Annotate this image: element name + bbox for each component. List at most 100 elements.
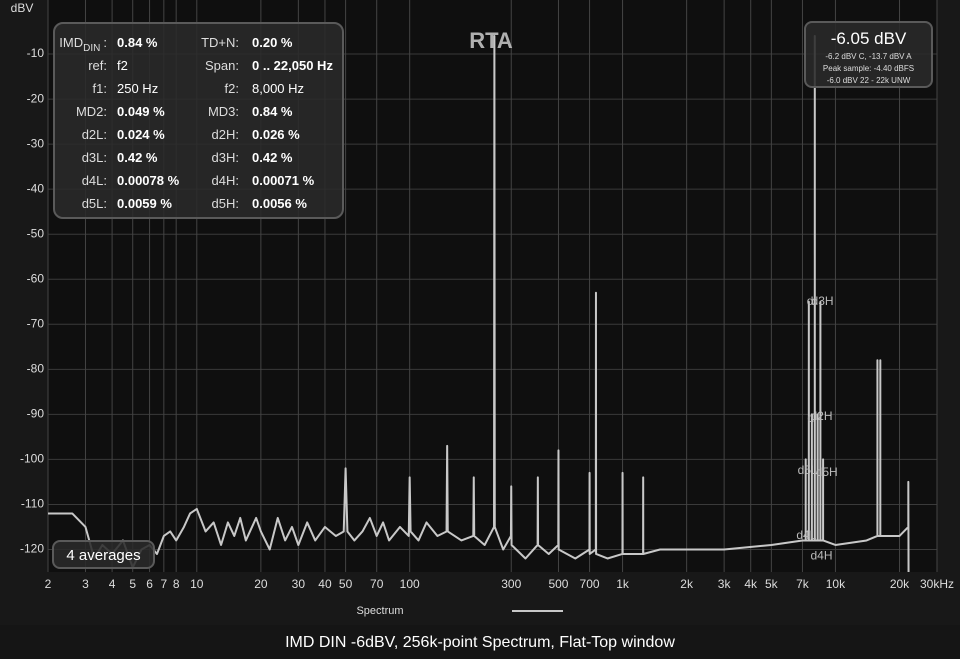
stats-label: f1:	[92, 81, 107, 96]
readout-line: -6.2 dBV C, -13.7 dBV A	[825, 52, 912, 61]
stats-label: Span:	[205, 58, 239, 73]
x-tick-label: 10k	[826, 577, 846, 591]
stats-value: 0.00071 %	[252, 173, 315, 188]
panel-title: RTA	[469, 28, 513, 53]
stats-value: 0.42 %	[117, 150, 158, 165]
y-tick-label: -110	[21, 497, 44, 511]
x-tick-label: 700	[580, 577, 600, 591]
annotation: d3H	[812, 294, 834, 308]
stats-label-sub: DIN	[83, 43, 101, 54]
y-tick-label: -70	[27, 316, 45, 330]
stats-label: d2L:	[81, 127, 107, 142]
grid: -10 -20 -30 -40 -50 -60 -70 -80 -90 -100 -110 -120 2…	[20, 0, 954, 591]
readout-main: -6.05 dBV	[830, 29, 907, 48]
stats-value: 0 .. 22,050 Hz	[252, 58, 333, 73]
stats-label: MD2:	[75, 104, 107, 119]
stats-row: d5L: 0.0059 % d5H: 0.0056 %	[55, 194, 342, 214]
stats-value: 0.20 %	[252, 35, 293, 50]
stats-value: 0.84 %	[117, 35, 158, 50]
y-tick-label: -60	[27, 271, 45, 285]
x-tick-label: 500	[548, 577, 568, 591]
stats-row: ref: f2 Span: 0 .. 22,050 Hz	[55, 56, 342, 76]
stats-value: 0.84 %	[252, 104, 293, 119]
annotation: d4H	[810, 548, 832, 562]
y-tick-label: -120	[20, 542, 44, 556]
stats-panel: IMDDIN: 0.84 % TD+N: 0.20 % ref: f2 Span: 0 .. …	[53, 22, 344, 219]
x-tick-label: 5	[129, 577, 136, 591]
stats-value: 0.0059 %	[117, 196, 172, 211]
annotation: d	[807, 411, 814, 425]
caption: IMD DIN -6dBV, 256k-point Spectrum, Flat…	[285, 634, 675, 651]
x-tick-label: 3k	[718, 577, 732, 591]
stats-row: d3L: 0.42 % d3H: 0.42 %	[55, 148, 342, 168]
stats-label: d5H:	[211, 196, 239, 211]
y-tick-label: -80	[27, 361, 45, 375]
stats-row: d2L: 0.024 % d2H: 0.026 %	[55, 125, 342, 145]
annotation: d	[807, 294, 814, 308]
x-tick-label: 1k	[616, 577, 630, 591]
stats-label: d2H:	[211, 127, 239, 142]
stats-label: IMDDIN:	[59, 33, 107, 55]
stats-label: f2:	[224, 81, 239, 96]
x-tick-label: 4k	[744, 577, 758, 591]
x-tick-label: 2	[45, 577, 52, 591]
x-tick-label: 7	[160, 577, 167, 591]
spectrum-line	[48, 35, 910, 573]
stats-row: d4L: 0.00078 % d4H: 0.00071 %	[55, 171, 342, 191]
averages-panel: 4 averages	[52, 540, 155, 569]
readout-line: Peak sample: -4.40 dBFS	[822, 64, 915, 73]
averages-text: 4 averages	[66, 547, 141, 564]
stats-label: IMD	[59, 35, 84, 50]
stats-label: d3L:	[81, 150, 107, 165]
x-tick-label: 20k	[890, 577, 910, 591]
x-tick-label: 8	[173, 577, 180, 591]
stats-label: TD+N:	[201, 35, 239, 50]
y-tick-label: -100	[20, 452, 44, 466]
y-tick-label: -20	[27, 91, 45, 105]
stats-value: 250 Hz	[117, 81, 159, 96]
x-tick-label: 100	[400, 577, 420, 591]
x-tick-label: 30kHz	[920, 577, 954, 591]
annotation: d2H	[810, 409, 832, 423]
x-tick-label: 7k	[796, 577, 810, 591]
y-tick-label: -90	[27, 407, 45, 421]
x-tick-label: 20	[254, 577, 268, 591]
annotation: d4L	[796, 528, 816, 542]
stats-value: 0.00078 %	[117, 173, 180, 188]
x-tick-label: 40	[318, 577, 332, 591]
x-tick-label: 4	[109, 577, 116, 591]
stats-label: d5L:	[81, 196, 107, 211]
x-tick-label: 2k	[680, 577, 694, 591]
stats-label: ref:	[88, 58, 107, 73]
stats-value: 0.049 %	[117, 104, 165, 119]
y-tick-label: -30	[27, 136, 45, 150]
stats-row: f1: 250 Hz f2: 8,000 Hz	[55, 79, 342, 99]
annotation: d5L	[798, 463, 818, 477]
x-tick-label: 3	[82, 577, 89, 591]
annotation: d5H	[816, 465, 838, 479]
x-tick-label: 30	[292, 577, 306, 591]
stats-label: d3H:	[211, 150, 239, 165]
y-tick-label: -40	[27, 181, 45, 195]
stats-value: 0.0056 %	[252, 196, 307, 211]
readout-panel: -6.05 dBV -6.2 dBV C, -13.7 dBV A Peak s…	[804, 21, 933, 88]
stats-value: 0.024 %	[117, 127, 165, 142]
stats-row: MD2: 0.049 % MD3: 0.84 %	[55, 102, 342, 122]
x-tick-label: 10	[190, 577, 204, 591]
stats-value: f2	[117, 58, 128, 73]
x-tick-label: 300	[501, 577, 521, 591]
x-tick-label: 70	[370, 577, 384, 591]
readout-line: -6.0 dBV 22 - 22k UNW	[826, 76, 911, 85]
stats-label: d4H:	[211, 173, 239, 188]
stats-value: 8,000 Hz	[252, 81, 305, 96]
stats-row: IMDDIN: 0.84 % TD+N: 0.20 %	[55, 33, 342, 55]
stats-value: 0.026 %	[252, 127, 300, 142]
y-axis-label: dBV	[11, 1, 34, 15]
stats-value: 0.42 %	[252, 150, 293, 165]
x-tick-label: 50	[339, 577, 353, 591]
y-tick-label: -50	[27, 226, 45, 240]
caption-band	[0, 625, 960, 659]
legend-label: Spectrum	[356, 605, 403, 617]
